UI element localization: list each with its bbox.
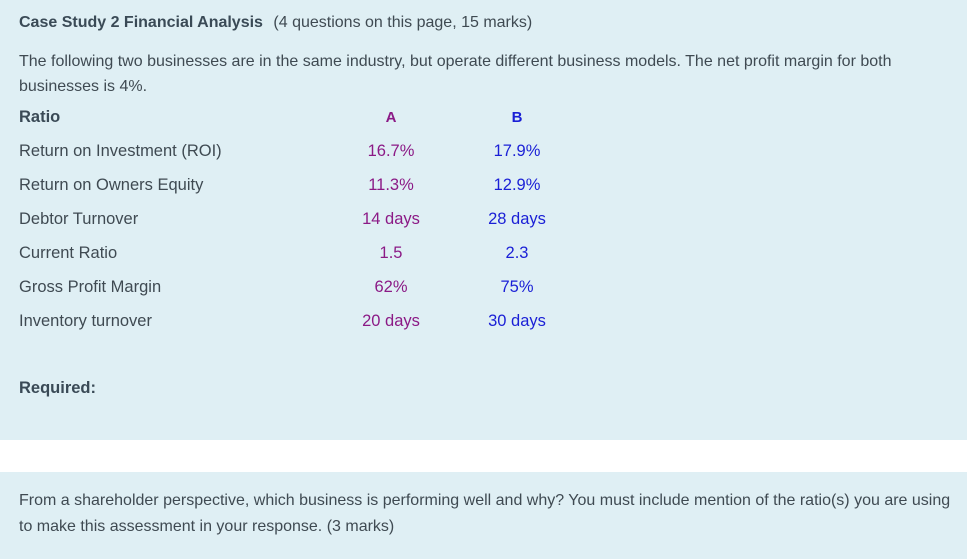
column-header-b: B	[511, 109, 523, 126]
table-row: Gross Profit Margin 62% 75%	[19, 278, 639, 312]
ratio-table-header: Ratio A B	[19, 108, 639, 142]
value-a: 11.3%	[368, 176, 414, 194]
value-b: 2.3	[505, 244, 529, 262]
column-header-ratio: Ratio	[19, 108, 61, 126]
required-label: Required:	[19, 379, 97, 397]
value-b: 30 days	[488, 312, 546, 330]
value-a: 20 days	[362, 312, 420, 330]
value-b: 12.9%	[493, 176, 541, 194]
question-text: From a shareholder perspective, which bu…	[19, 492, 951, 535]
ratio-label: Return on Investment (ROI)	[19, 142, 222, 160]
table-row: Debtor Turnover 14 days 28 days	[19, 210, 639, 244]
value-a: 16.7%	[367, 142, 415, 160]
title-note: (4 questions on this page, 15 marks)	[273, 14, 533, 31]
intro-paragraph: The following two businesses are in the …	[19, 53, 892, 95]
value-a: 1.5	[379, 244, 403, 262]
value-b: 17.9%	[493, 142, 541, 160]
case-study-panel: Case Study 2 Financial Analysis (4 quest…	[0, 0, 967, 440]
table-row: Current Ratio 1.5 2.3	[19, 244, 639, 278]
case-study-title: Case Study 2 Financial Analysis (4 quest…	[19, 14, 532, 32]
table-row: Return on Investment (ROI) 16.7% 17.9%	[19, 142, 639, 176]
ratio-label: Return on Owners Equity	[19, 176, 204, 194]
table-row: Return on Owners Equity 11.3% 12.9%	[19, 176, 639, 210]
ratio-label: Gross Profit Margin	[19, 278, 162, 296]
ratio-label: Debtor Turnover	[19, 210, 139, 228]
value-b: 28 days	[488, 210, 546, 228]
column-header-a: A	[385, 109, 397, 126]
ratio-label: Inventory turnover	[19, 312, 152, 330]
table-row: Inventory turnover 20 days 30 days	[19, 312, 639, 346]
value-a: 14 days	[362, 210, 420, 228]
title-text: Case Study 2 Financial Analysis	[19, 14, 263, 31]
question-panel	[0, 472, 967, 559]
value-a: 62%	[374, 278, 408, 296]
value-b: 75%	[500, 278, 534, 296]
ratio-label: Current Ratio	[19, 244, 118, 262]
